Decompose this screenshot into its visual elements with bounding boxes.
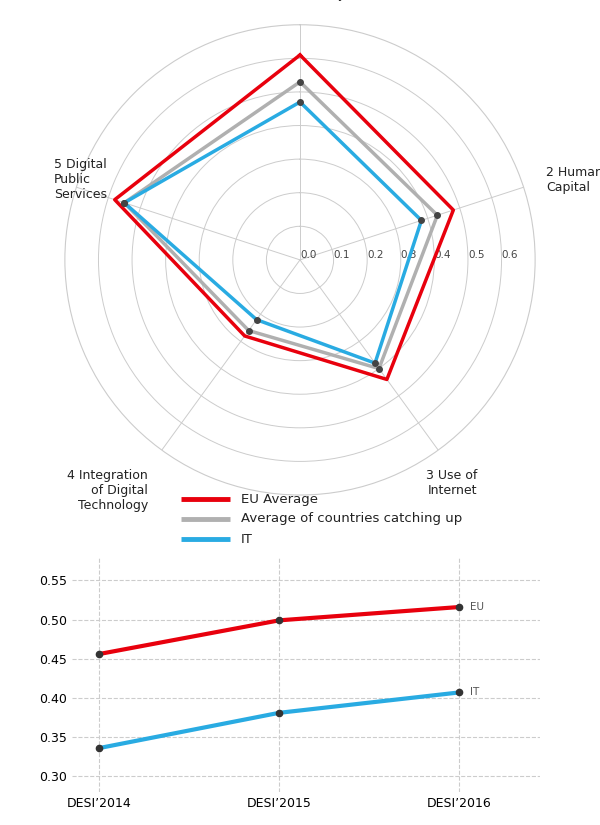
Text: IT: IT	[470, 687, 479, 697]
Text: 5 Digital
Public
Services: 5 Digital Public Services	[54, 158, 107, 201]
Text: 4 Integration
of Digital
Technology: 4 Integration of Digital Technology	[67, 469, 148, 512]
Text: 1 Connectivity: 1 Connectivity	[255, 0, 345, 1]
Text: 2 Human
Capital: 2 Human Capital	[546, 166, 600, 194]
Text: IT: IT	[241, 533, 253, 546]
Text: 3 Use of
Internet: 3 Use of Internet	[427, 469, 478, 497]
Text: EU Average: EU Average	[241, 493, 317, 506]
Text: EU: EU	[470, 602, 484, 612]
Text: Average of countries catching up: Average of countries catching up	[241, 512, 462, 526]
